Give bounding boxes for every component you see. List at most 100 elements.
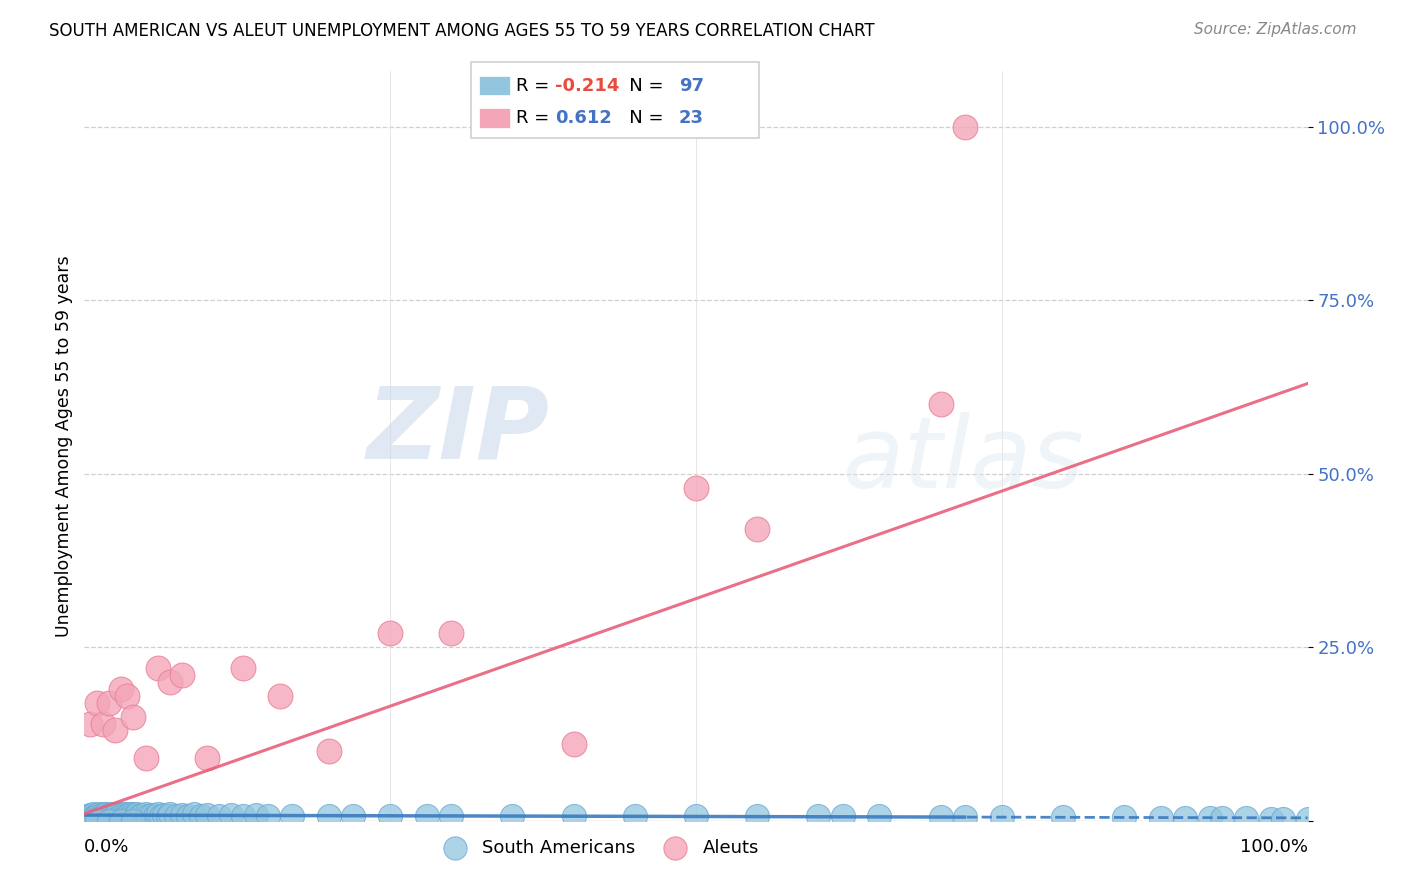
Text: -0.214: -0.214: [555, 77, 620, 95]
Point: [118, 807, 141, 822]
Point: [87, 809, 110, 823]
Point: [97, 809, 120, 823]
Point: [831, 809, 853, 823]
Text: 0.0%: 0.0%: [84, 838, 129, 856]
Text: 0.612: 0.612: [555, 109, 612, 127]
Point: [1236, 811, 1258, 825]
Point: [101, 809, 124, 823]
Point: [208, 809, 231, 823]
Point: [90, 810, 112, 824]
Point: [1211, 811, 1233, 825]
Text: ZIP: ZIP: [366, 383, 550, 480]
Point: [77, 811, 100, 825]
Point: [869, 809, 891, 823]
Point: [953, 120, 976, 134]
Point: [80, 809, 103, 823]
Point: [105, 807, 128, 822]
Point: [124, 808, 146, 822]
Point: [318, 809, 340, 823]
Point: [159, 807, 181, 822]
Point: [991, 810, 1014, 824]
Point: [107, 809, 129, 823]
Point: [79, 716, 101, 731]
Point: [685, 481, 707, 495]
Point: [79, 814, 101, 828]
Text: 97: 97: [679, 77, 704, 95]
Point: [115, 809, 138, 823]
Point: [165, 809, 187, 823]
Point: [380, 809, 402, 823]
Point: [84, 809, 107, 823]
Point: [1174, 811, 1197, 825]
Point: [195, 808, 218, 822]
Point: [111, 808, 134, 822]
Point: [1198, 811, 1220, 825]
Point: [1272, 812, 1295, 826]
Point: [1114, 810, 1136, 824]
Point: [183, 807, 205, 822]
Point: [807, 809, 830, 823]
Point: [112, 809, 135, 823]
Point: [97, 808, 120, 822]
Point: [93, 808, 115, 822]
Point: [98, 809, 121, 823]
Point: [1150, 811, 1173, 825]
Point: [1260, 812, 1282, 826]
Point: [83, 810, 105, 824]
Point: [440, 626, 463, 640]
Point: [86, 814, 108, 828]
Text: R =: R =: [516, 109, 561, 127]
Text: N =: N =: [612, 77, 669, 95]
Point: [747, 809, 769, 823]
Point: [97, 696, 120, 710]
Point: [122, 814, 145, 828]
Point: [104, 723, 127, 738]
Point: [143, 809, 166, 823]
Point: [79, 808, 101, 822]
Point: [91, 716, 114, 731]
Point: [110, 814, 132, 828]
Point: [440, 809, 463, 823]
Point: [128, 809, 150, 823]
Point: [104, 808, 127, 822]
Point: [82, 807, 104, 822]
Point: [91, 806, 114, 821]
Point: [131, 808, 153, 822]
Point: [121, 810, 143, 824]
Point: [86, 696, 108, 710]
Point: [190, 809, 212, 823]
Text: 100.0%: 100.0%: [1240, 838, 1308, 856]
Point: [416, 809, 439, 823]
Point: [114, 807, 136, 822]
Point: [76, 812, 98, 826]
Point: [94, 809, 117, 823]
Text: SOUTH AMERICAN VS ALEUT UNEMPLOYMENT AMONG AGES 55 TO 59 YEARS CORRELATION CHART: SOUTH AMERICAN VS ALEUT UNEMPLOYMENT AMO…: [49, 22, 875, 40]
Point: [953, 810, 976, 824]
Point: [685, 809, 707, 823]
Point: [73, 810, 96, 824]
Point: [125, 807, 148, 822]
Point: [125, 809, 148, 823]
Text: R =: R =: [516, 77, 555, 95]
Point: [136, 809, 159, 823]
Point: [562, 809, 585, 823]
Point: [89, 809, 111, 823]
Point: [232, 661, 254, 675]
Point: [86, 808, 108, 822]
Point: [318, 744, 340, 758]
Point: [929, 397, 952, 411]
Point: [342, 809, 364, 823]
Point: [146, 807, 169, 822]
Point: [177, 809, 200, 823]
Point: [103, 810, 125, 824]
Point: [380, 626, 402, 640]
Point: [122, 806, 145, 821]
Text: Source: ZipAtlas.com: Source: ZipAtlas.com: [1194, 22, 1357, 37]
Point: [159, 674, 181, 689]
Point: [624, 809, 647, 823]
Text: N =: N =: [612, 109, 669, 127]
Point: [195, 751, 218, 765]
Point: [269, 689, 291, 703]
Point: [97, 814, 120, 828]
Point: [115, 689, 138, 703]
